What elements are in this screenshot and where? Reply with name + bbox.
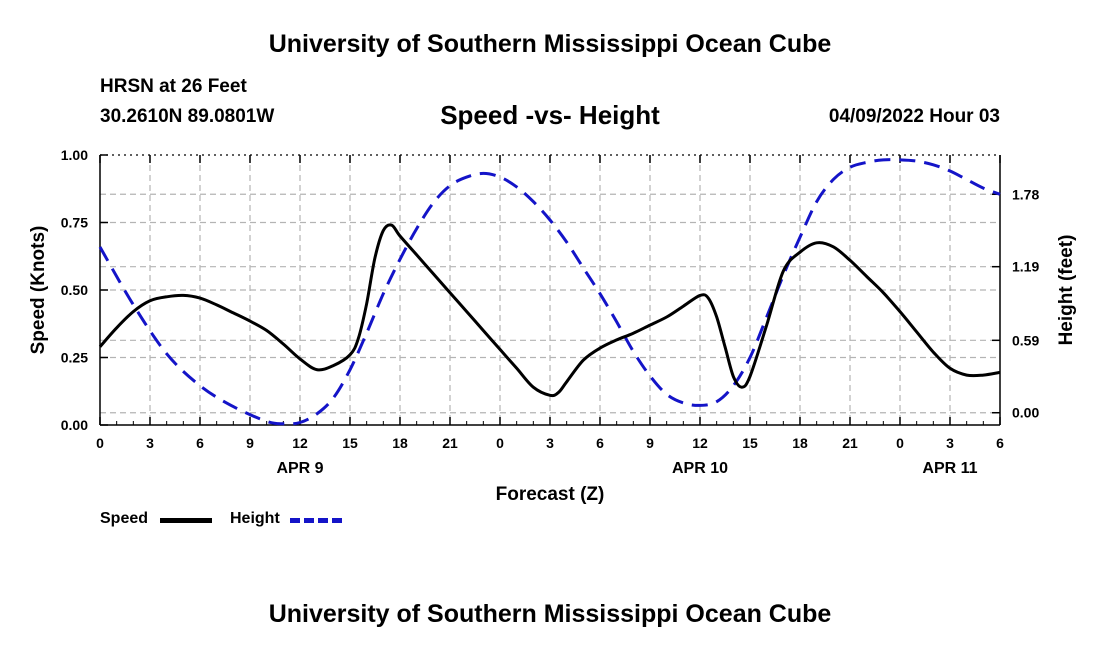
x-tick-label: 6 — [996, 435, 1004, 451]
x-tick-label: 15 — [342, 435, 358, 451]
x-tick-label: 21 — [842, 435, 858, 451]
y-tick-label: 1.00 — [61, 147, 88, 163]
x-tick-label: 9 — [646, 435, 654, 451]
x-tick-label: 18 — [392, 435, 408, 451]
y-tick-label: 0.25 — [61, 350, 88, 366]
date-label: APR 10 — [672, 460, 728, 477]
y2-axis-label: Height (feet) — [1056, 235, 1077, 346]
x-tick-label: 21 — [442, 435, 458, 451]
y2-tick-label: 1.19 — [1012, 259, 1039, 275]
date-label: APR 11 — [922, 460, 977, 477]
y-tick-label: 0.75 — [61, 215, 88, 231]
legend-height-label: Height — [230, 510, 280, 527]
forecast-datetime: 04/09/2022 Hour 03 — [828, 106, 1000, 127]
x-tick-label: 0 — [896, 435, 904, 451]
x-tick-label: 3 — [946, 435, 954, 451]
y2-tick-label: 0.00 — [1012, 405, 1039, 421]
x-tick-label: 18 — [792, 435, 808, 451]
y2-tick-label: 1.78 — [1012, 186, 1039, 202]
series-line-height — [98, 158, 1001, 426]
series-line-speed — [98, 223, 1001, 398]
x-tick-label: 0 — [96, 435, 104, 451]
x-tick-label: 0 — [496, 435, 504, 451]
x-tick-label: 15 — [742, 435, 758, 451]
x-tick-label: 6 — [596, 435, 604, 451]
date-label: APR 9 — [276, 460, 323, 477]
x-tick-label: 9 — [246, 435, 254, 451]
chart-subtitle: Speed -vs- Height — [440, 100, 660, 130]
legend-height-swatch — [290, 518, 342, 523]
footer-title: University of Southern Mississippi Ocean… — [268, 600, 832, 628]
chart-title: University of Southern Mississippi Ocean… — [268, 30, 832, 58]
x-tick-label: 12 — [692, 435, 708, 451]
y-tick-label: 0.00 — [61, 417, 88, 433]
x-tick-label: 6 — [196, 435, 204, 451]
y2-tick-label: 0.59 — [1012, 332, 1039, 348]
y-axis-label: Speed (Knots) — [28, 226, 49, 355]
x-tick-label: 12 — [292, 435, 308, 451]
x-tick-label: 3 — [146, 435, 154, 451]
x-axis-label: Forecast (Z) — [496, 484, 605, 505]
legend-speed-swatch — [160, 518, 212, 523]
legend-speed-label: Speed — [100, 510, 149, 527]
station-label: HRSN at 26 Feet — [100, 76, 247, 97]
x-tick-label: 3 — [546, 435, 554, 451]
coordinates-label: 30.2610N 89.0801W — [100, 106, 275, 127]
y-tick-label: 0.50 — [61, 282, 88, 298]
